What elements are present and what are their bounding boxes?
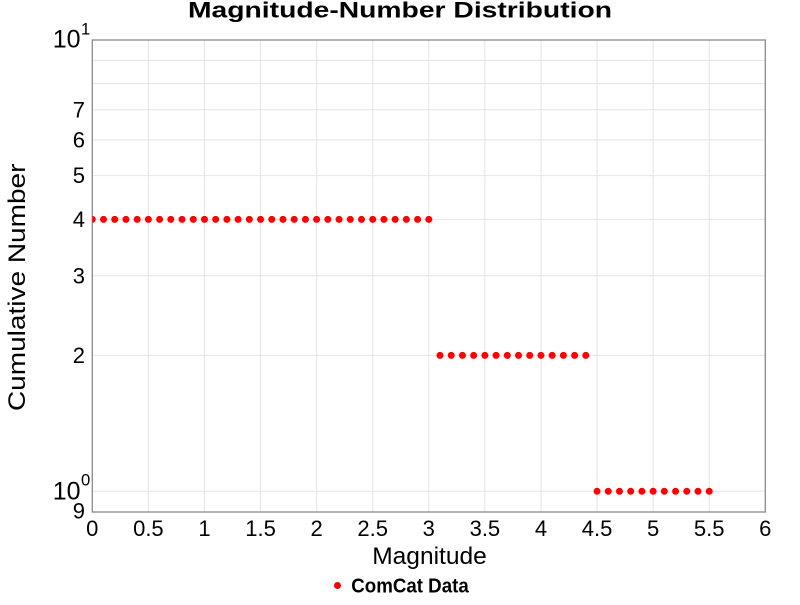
svg-text:ComCat Data: ComCat Data <box>351 576 469 598</box>
svg-text:3.5: 3.5 <box>470 516 501 541</box>
svg-text:2.5: 2.5 <box>357 516 388 541</box>
svg-text:4.5: 4.5 <box>582 516 613 541</box>
svg-text:10: 10 <box>53 26 81 54</box>
svg-text:5: 5 <box>73 163 85 188</box>
svg-text:1.5: 1.5 <box>245 516 276 541</box>
svg-text:3: 3 <box>73 263 85 288</box>
svg-text:0.5: 0.5 <box>133 516 164 541</box>
svg-text:0: 0 <box>81 471 90 490</box>
svg-text:Cumulative Number: Cumulative Number <box>4 164 31 412</box>
svg-text:Magnitude-Number Distribution: Magnitude-Number Distribution <box>188 0 612 23</box>
svg-text:6: 6 <box>759 516 771 541</box>
svg-text:2: 2 <box>311 516 323 541</box>
svg-text:Magnitude: Magnitude <box>372 543 487 570</box>
svg-text:0: 0 <box>86 516 98 541</box>
svg-text:10: 10 <box>53 478 81 506</box>
svg-text:5: 5 <box>647 516 659 541</box>
svg-text:4: 4 <box>73 207 85 232</box>
svg-text:3: 3 <box>423 516 435 541</box>
svg-text:1: 1 <box>198 516 210 541</box>
svg-text:6: 6 <box>73 128 85 153</box>
svg-text:7: 7 <box>73 97 85 122</box>
svg-text:5.5: 5.5 <box>694 516 725 541</box>
svg-text:2: 2 <box>73 343 85 368</box>
svg-text:1: 1 <box>81 20 90 39</box>
svg-text:9: 9 <box>73 499 85 524</box>
svg-text:4: 4 <box>535 516 547 541</box>
